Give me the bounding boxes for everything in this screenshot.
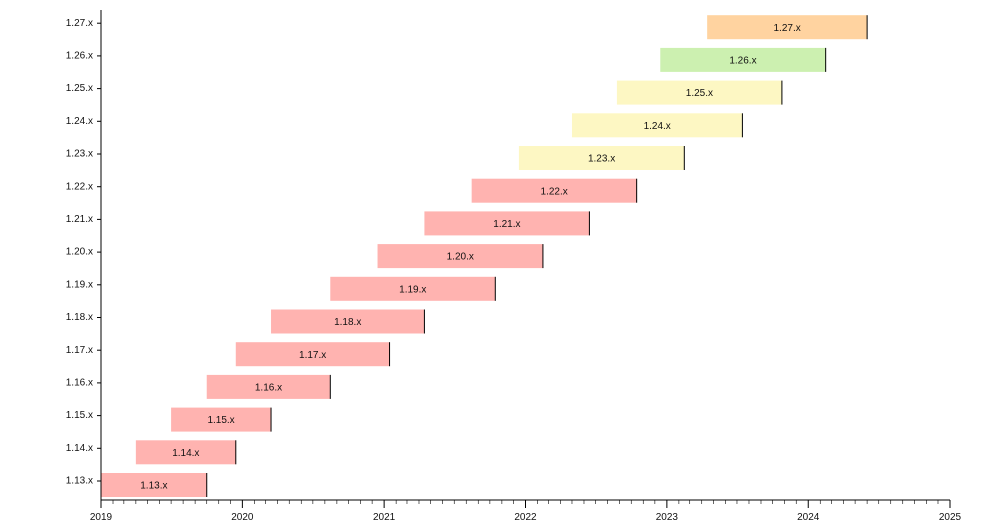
bar-1.14.x	[135, 440, 236, 465]
y-tick-label-1.13.x: 1.13.x	[66, 476, 93, 487]
bar-1.15.x	[171, 407, 272, 432]
y-tick-label-1.22.x: 1.22.x	[66, 181, 93, 192]
x-tick-label-2019: 2019	[90, 512, 113, 523]
y-tick-label-1.23.x: 1.23.x	[66, 149, 93, 160]
x-tick-label-2021: 2021	[373, 512, 396, 523]
bar-1.27.x	[707, 15, 868, 40]
y-tick-label-1.21.x: 1.21.x	[66, 214, 93, 225]
bar-1.18.x	[271, 309, 425, 334]
bar-label-1.27.x: 1.27.x	[774, 23, 801, 34]
bar-1.26.x	[660, 47, 826, 72]
bar-1.24.x	[571, 113, 743, 138]
bar-label-1.14.x: 1.14.x	[172, 448, 199, 459]
bar-label-1.20.x: 1.20.x	[447, 252, 474, 263]
y-tick-label-1.14.x: 1.14.x	[66, 443, 93, 454]
y-tick-label-1.26.x: 1.26.x	[66, 51, 93, 62]
y-tick-label-1.19.x: 1.19.x	[66, 279, 93, 290]
bar-1.25.x	[616, 80, 782, 105]
bar-1.16.x	[206, 374, 331, 399]
bar-label-1.23.x: 1.23.x	[588, 154, 615, 165]
bar-label-1.19.x: 1.19.x	[399, 284, 426, 295]
y-tick-label-1.17.x: 1.17.x	[66, 345, 93, 356]
x-tick-label-2024: 2024	[797, 512, 820, 523]
y-tick-label-1.20.x: 1.20.x	[66, 247, 93, 258]
bar-label-1.25.x: 1.25.x	[686, 88, 713, 99]
bar-label-1.22.x: 1.22.x	[541, 186, 568, 197]
bar-1.17.x	[235, 342, 390, 367]
bar-1.22.x	[471, 178, 637, 203]
y-tick-label-1.27.x: 1.27.x	[66, 18, 93, 29]
bar-label-1.24.x: 1.24.x	[644, 121, 671, 132]
bar-1.20.x	[377, 244, 543, 269]
bar-label-1.18.x: 1.18.x	[334, 317, 361, 328]
bar-label-1.15.x: 1.15.x	[207, 415, 234, 426]
bar-1.19.x	[330, 276, 496, 301]
bar-label-1.17.x: 1.17.x	[299, 350, 326, 361]
bar-label-1.26.x: 1.26.x	[729, 56, 756, 67]
y-tick-label-1.16.x: 1.16.x	[66, 378, 93, 389]
bar-1.23.x	[518, 146, 685, 170]
x-tick-label-2025: 2025	[939, 512, 962, 523]
bar-1.21.x	[424, 211, 590, 236]
bar-1.13.x	[101, 473, 207, 497]
y-tick-label-1.18.x: 1.18.x	[66, 312, 93, 323]
bar-label-1.13.x: 1.13.x	[140, 481, 167, 492]
bar-label-1.16.x: 1.16.x	[255, 383, 282, 394]
x-tick-label-2020: 2020	[231, 512, 254, 523]
x-tick-label-2023: 2023	[656, 512, 679, 523]
x-tick-label-2022: 2022	[514, 512, 537, 523]
bar-label-1.21.x: 1.21.x	[493, 219, 520, 230]
y-tick-label-1.25.x: 1.25.x	[66, 83, 93, 94]
y-tick-label-1.15.x: 1.15.x	[66, 410, 93, 421]
y-tick-label-1.24.x: 1.24.x	[66, 116, 93, 127]
